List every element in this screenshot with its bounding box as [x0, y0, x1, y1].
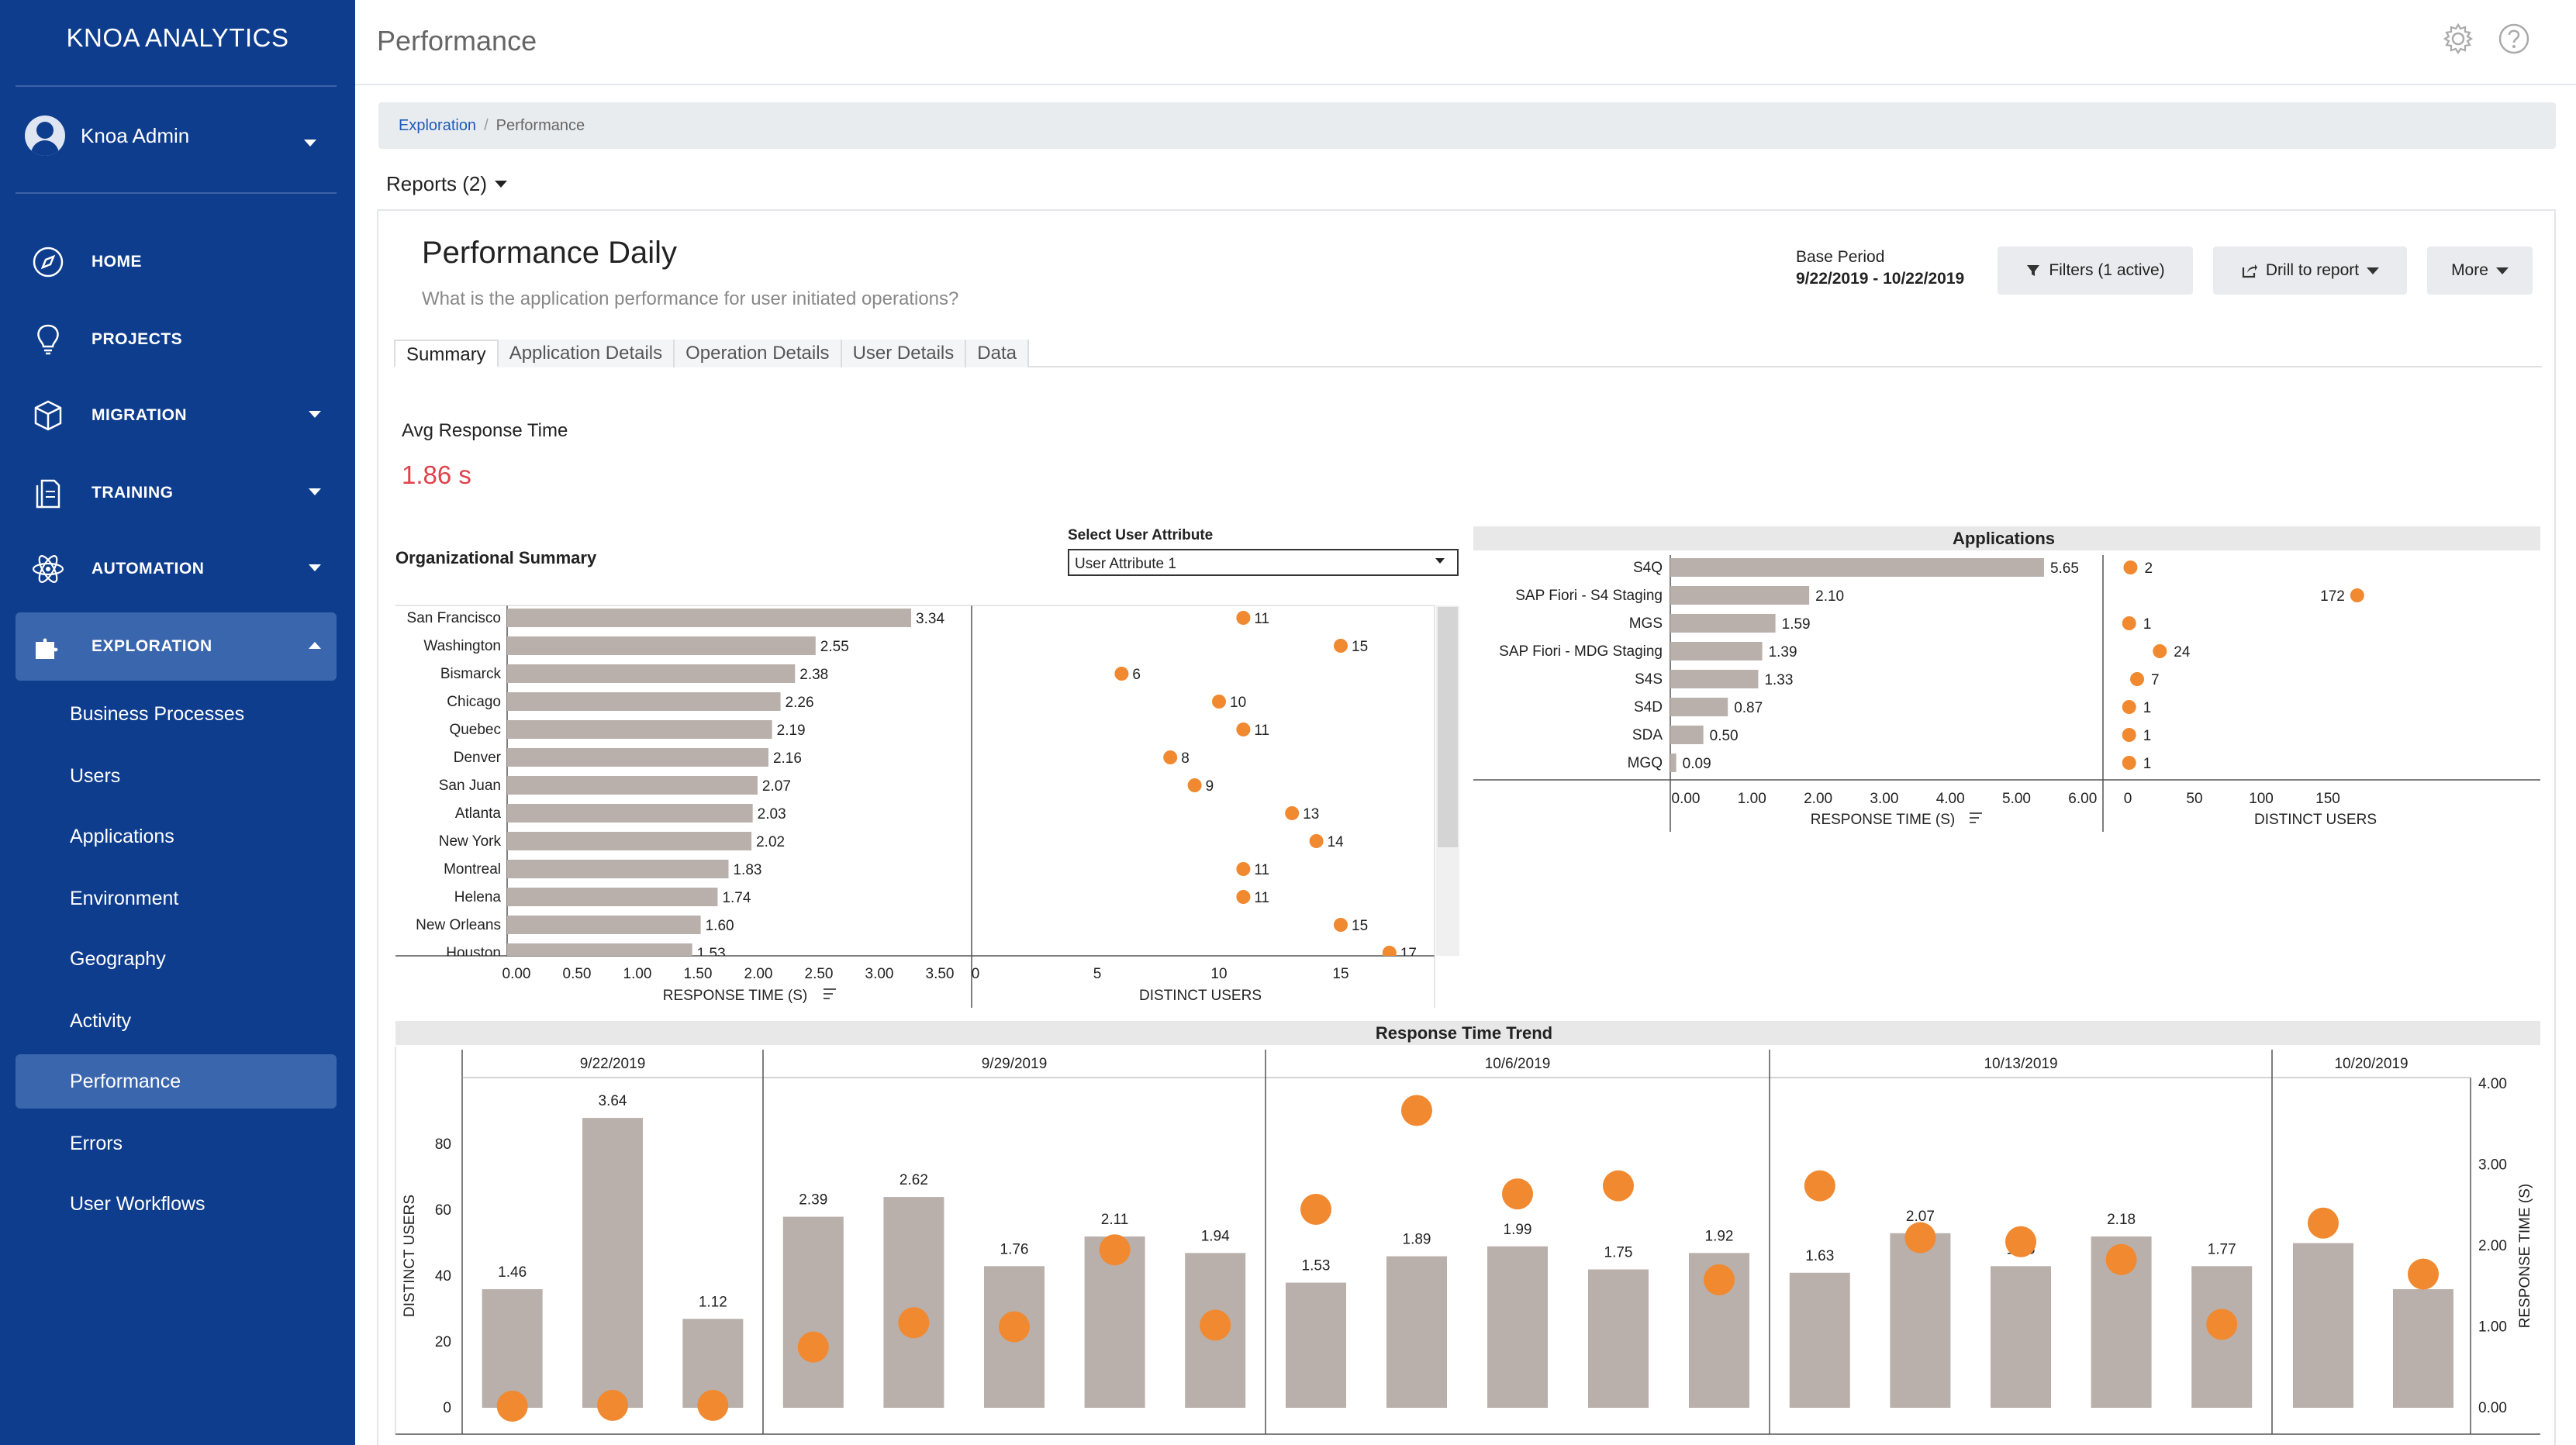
- lightbulb-icon: [28, 319, 68, 360]
- drill-label: Drill to report: [2265, 261, 2360, 279]
- subnav-user-workflows[interactable]: User Workflows: [70, 1192, 205, 1215]
- sidebar-item-migration[interactable]: MIGRATION: [16, 381, 337, 450]
- user-attribute-value: User Attribute 1: [1075, 556, 1176, 572]
- subnav-errors[interactable]: Errors: [70, 1132, 123, 1154]
- chevron-down-icon[interactable]: [304, 140, 316, 147]
- subnav-applications[interactable]: Applications: [70, 825, 174, 847]
- help-icon[interactable]: [2497, 22, 2531, 56]
- chevron-down-icon: [495, 181, 508, 188]
- sidebar-item-label: MIGRATION: [92, 406, 188, 424]
- user-attribute-select[interactable]: User Attribute 1: [1068, 549, 1459, 576]
- sidebar-item-label: PROJECTS: [92, 330, 183, 348]
- sidebar-item-label: HOME: [92, 253, 142, 271]
- tab-application-details[interactable]: Application Details: [498, 340, 675, 367]
- subnav-business-processes[interactable]: Business Processes: [70, 702, 245, 725]
- filter-icon: [2027, 265, 2040, 276]
- chevron-down-icon: [1435, 558, 1445, 564]
- user-menu[interactable]: Knoa Admin: [25, 112, 189, 159]
- more-label: More: [2451, 261, 2488, 279]
- page-title: Performance: [377, 25, 537, 57]
- sidebar-item-home[interactable]: HOME: [16, 228, 337, 296]
- chevron-down-icon: [309, 564, 321, 571]
- subnav-geography[interactable]: Geography: [70, 947, 166, 970]
- avg-response-label: Avg Response Time: [402, 420, 568, 441]
- brand-logo: KNOA ANALYTICS: [66, 23, 289, 52]
- sidebar-item-training[interactable]: TRAINING: [16, 459, 337, 527]
- breadcrumb-current: Performance: [496, 116, 585, 134]
- gear-icon[interactable]: [2441, 22, 2475, 56]
- sidebar-item-label: TRAINING: [92, 484, 174, 502]
- report-subtitle: What is the application performance for …: [422, 288, 959, 309]
- puzzle-icon: [28, 626, 68, 667]
- subnav-environment[interactable]: Environment: [70, 887, 179, 909]
- atom-icon: [28, 549, 68, 589]
- report-card: Performance Daily What is the applicatio…: [377, 209, 2556, 1445]
- chevron-up-icon: [309, 642, 321, 649]
- chevron-down-icon: [309, 411, 321, 418]
- avg-response-value: 1.86 s: [402, 460, 471, 489]
- sidebar-item-label: AUTOMATION: [92, 560, 205, 578]
- report-title: Performance Daily: [422, 236, 678, 270]
- user-name: Knoa Admin: [81, 123, 190, 147]
- filters-button[interactable]: Filters (1 active): [1998, 247, 2193, 295]
- compass-icon: [28, 242, 68, 282]
- reports-dropdown[interactable]: Reports (2): [386, 172, 508, 196]
- share-icon: [2242, 264, 2257, 278]
- tab-data[interactable]: Data: [966, 340, 1029, 367]
- sidebar-item-exploration[interactable]: EXPLORATION: [16, 612, 337, 681]
- chevron-down-icon: [2495, 267, 2509, 274]
- sidebar-item-label: EXPLORATION: [92, 637, 212, 655]
- document-icon: [28, 473, 68, 513]
- more-button[interactable]: More: [2427, 247, 2533, 295]
- tab-summary[interactable]: Summary: [394, 340, 499, 367]
- sidebar: KNOA ANALYTICS Knoa Admin HOME PROJECTS …: [0, 0, 355, 1445]
- report-tabs: Summary Application Details Operation De…: [394, 340, 2542, 367]
- subnav-performance[interactable]: Performance: [16, 1054, 337, 1109]
- breadcrumb: Exploration / Performance: [378, 102, 2556, 149]
- breadcrumb-exploration-link[interactable]: Exploration: [399, 116, 477, 134]
- tab-operation-details[interactable]: Operation Details: [675, 340, 842, 367]
- subnav-activity[interactable]: Activity: [70, 1009, 132, 1032]
- subnav-users[interactable]: Users: [70, 764, 121, 787]
- chevron-down-icon: [2367, 267, 2380, 274]
- drill-to-report-button[interactable]: Drill to report: [2213, 247, 2407, 295]
- avatar: [25, 116, 65, 156]
- sidebar-item-projects[interactable]: PROJECTS: [16, 305, 337, 374]
- sidebar-item-automation[interactable]: AUTOMATION: [16, 535, 337, 603]
- cube-icon: [28, 395, 68, 436]
- base-period-value: 9/22/2019 - 10/22/2019: [1796, 270, 1965, 288]
- chevron-down-icon: [309, 488, 321, 495]
- sidebar-divider: [16, 192, 337, 194]
- reports-label: Reports (2): [386, 172, 488, 195]
- filters-label: Filters (1 active): [2049, 261, 2165, 279]
- sidebar-divider: [16, 85, 337, 87]
- tab-user-details[interactable]: User Details: [841, 340, 967, 367]
- top-bar: Performance: [355, 0, 2576, 85]
- base-period-label: Base Period: [1796, 248, 1885, 266]
